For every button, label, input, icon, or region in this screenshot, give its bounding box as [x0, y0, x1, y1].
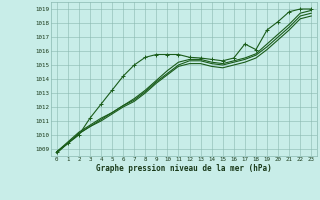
X-axis label: Graphe pression niveau de la mer (hPa): Graphe pression niveau de la mer (hPa) [96, 164, 272, 173]
